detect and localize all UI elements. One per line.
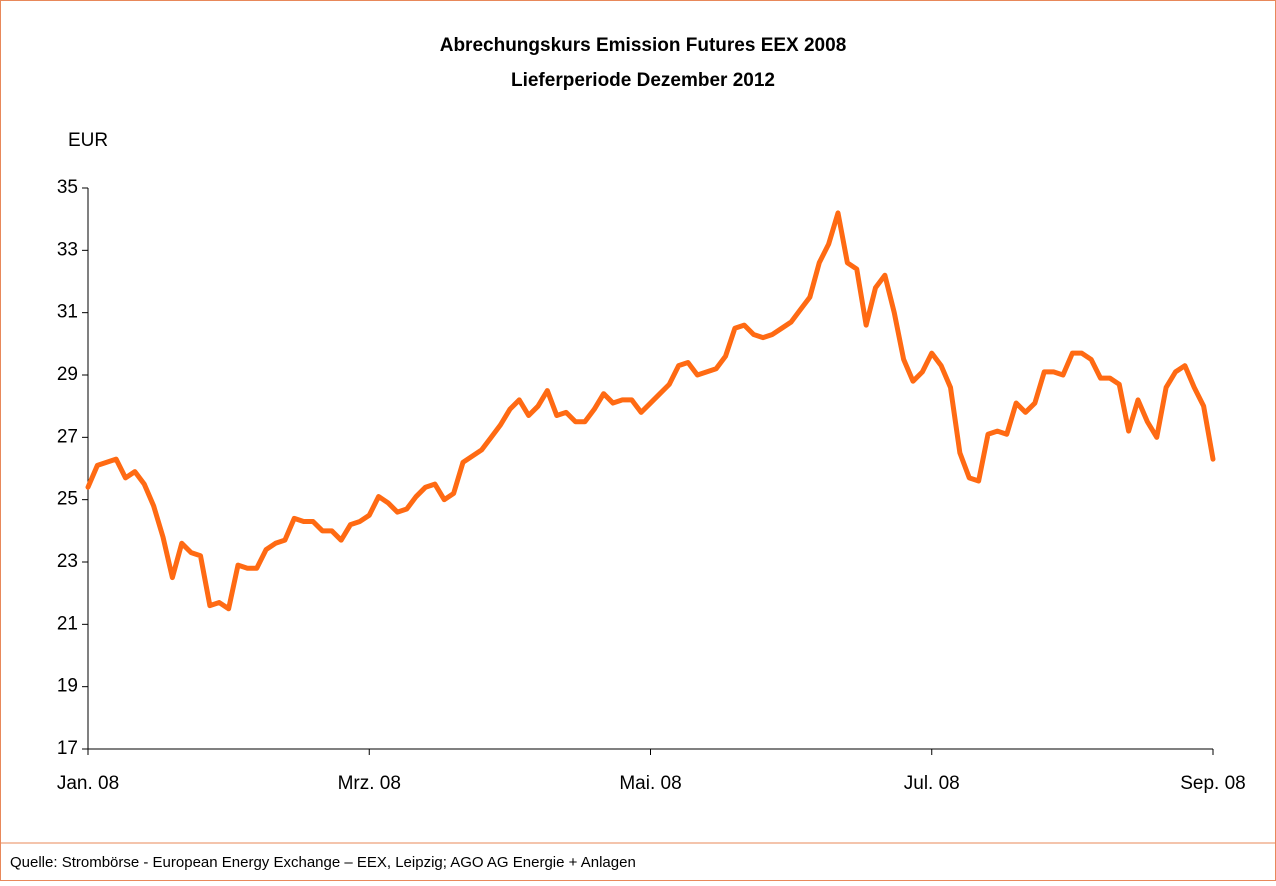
y-tick-label: 35 — [57, 177, 78, 198]
y-tick-label: 23 — [57, 551, 78, 572]
y-tick-label: 19 — [57, 676, 78, 697]
y-tick-label: 31 — [57, 302, 78, 323]
source-note: Quelle: Strombörse - European Energy Exc… — [10, 854, 636, 871]
y-tick-label: 21 — [57, 613, 78, 634]
chart-subtitle: Lieferperiode Dezember 2012 — [511, 70, 775, 91]
price-line — [85, 210, 1216, 612]
x-tick-label: Jan. 08 — [57, 773, 119, 794]
x-tick-label: Sep. 08 — [1180, 773, 1246, 794]
y-tick-label: 27 — [57, 426, 78, 447]
y-axis-label: EUR — [68, 130, 108, 151]
y-tick-label: 17 — [57, 738, 78, 759]
x-tick-label: Jul. 08 — [904, 773, 960, 794]
chart-title: Abrechungskurs Emission Futures EEX 2008 — [440, 35, 847, 56]
x-tick-label: Mrz. 08 — [338, 773, 401, 794]
y-tick-label: 33 — [57, 239, 78, 260]
y-tick-label: 29 — [57, 364, 78, 385]
y-tick-label: 25 — [57, 489, 78, 510]
x-tick-label: Mai. 08 — [619, 773, 681, 794]
